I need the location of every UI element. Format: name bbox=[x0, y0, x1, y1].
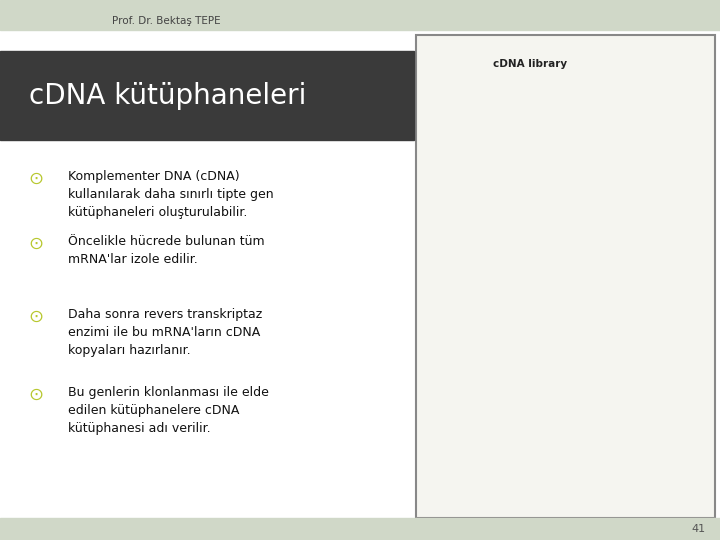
Text: ⊙: ⊙ bbox=[29, 170, 44, 188]
Bar bbox=[416, 35, 715, 518]
Text: Prof. Dr. Bektaş TEPE: Prof. Dr. Bektaş TEPE bbox=[112, 16, 220, 25]
Bar bbox=[0, 0, 720, 30]
Text: Bu genlerin klonlanması ile elde
edilen kütüphanelere cDNA
kütüphanesi adı veril: Bu genlerin klonlanması ile elde edilen … bbox=[68, 386, 269, 435]
Text: Öncelikle hücrede bulunan tüm
mRNA'lar izole edilir.: Öncelikle hücrede bulunan tüm mRNA'lar i… bbox=[68, 235, 265, 266]
Text: Daha sonra revers transkriptaz
enzimi ile bu mRNA'ların cDNA
kopyaları hazırlanı: Daha sonra revers transkriptaz enzimi il… bbox=[68, 308, 263, 357]
Text: ⊙: ⊙ bbox=[29, 386, 44, 404]
Bar bbox=[0, 51, 414, 140]
Text: cDNA kütüphaneleri: cDNA kütüphaneleri bbox=[29, 82, 306, 110]
Text: ⊙: ⊙ bbox=[29, 308, 44, 326]
Text: cDNA library: cDNA library bbox=[492, 59, 567, 69]
Bar bbox=[0, 518, 720, 540]
Text: ⊙: ⊙ bbox=[29, 235, 44, 253]
Text: 41: 41 bbox=[691, 524, 706, 534]
Text: Komplementer DNA (cDNA)
kullanılarak daha sınırlı tipte gen
kütüphaneleri oluştu: Komplementer DNA (cDNA) kullanılarak dah… bbox=[68, 170, 274, 219]
